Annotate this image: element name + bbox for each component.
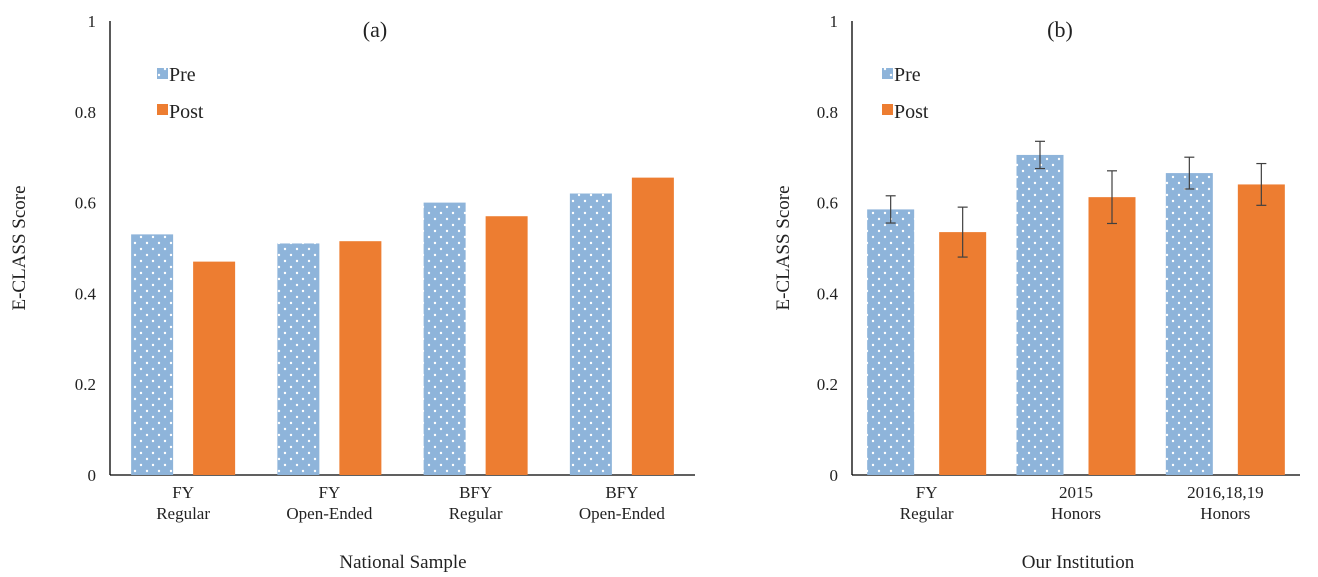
legend-swatch-pre <box>157 68 168 79</box>
category-label: FY <box>916 483 938 502</box>
bar-pre <box>277 243 320 475</box>
category-label: BFY <box>459 483 492 502</box>
y-tick-label: 0.6 <box>817 194 838 213</box>
y-axis-title: E-CLASS Score <box>9 185 30 310</box>
x-axis-title: Our Institution <box>1022 552 1135 573</box>
error-bars <box>885 140 1267 258</box>
category-label: FY <box>319 483 341 502</box>
legend: Pre Post <box>882 64 929 123</box>
category-label: Open-Ended <box>579 504 665 523</box>
y-tick-label: 0.4 <box>817 284 839 303</box>
bar-pre <box>569 193 612 475</box>
category-label: BFY <box>605 483 638 502</box>
bar-pre <box>131 234 174 475</box>
bar-post <box>485 216 528 475</box>
y-tick-labels: 0 0.2 0.4 0.6 0.8 1 <box>817 12 839 485</box>
category-label: Regular <box>900 504 954 523</box>
y-tick-label: 0.6 <box>75 194 96 213</box>
y-tick-label: 0.4 <box>75 284 97 303</box>
category-labels: FY Regular 2015 Honors 2016,18,19 Honors <box>900 483 1264 523</box>
legend-label-pre: Pre <box>169 64 196 86</box>
category-label: 2016,18,19 <box>1187 483 1264 502</box>
category-label: FY <box>172 483 194 502</box>
y-tick-label: 0.8 <box>75 103 96 122</box>
bars <box>867 154 1285 476</box>
bars <box>131 177 674 475</box>
category-labels: FY Regular FY Open-Ended BFY Regular BFY Open-E… <box>156 483 665 523</box>
chart-panel-a: (a) E-CLASS Score National Sample 0 0.2 0.… <box>9 12 695 573</box>
category-label: Open-Ended <box>286 504 372 523</box>
x-axis-title: National Sample <box>339 552 466 573</box>
y-tick-label: 0.8 <box>817 103 838 122</box>
bar-pre <box>1016 154 1064 475</box>
y-tick-label: 1 <box>830 12 839 31</box>
bar-post <box>1088 197 1136 476</box>
bar-post <box>193 261 236 475</box>
legend-swatch-post <box>157 104 168 115</box>
bar-post <box>631 177 674 475</box>
legend-label-post: Post <box>169 101 204 123</box>
bar-post <box>339 241 382 475</box>
bar-pre <box>1165 173 1213 475</box>
legend: Pre Post <box>157 64 204 123</box>
legend-label-pre: Pre <box>894 64 921 86</box>
category-label: Honors <box>1051 504 1101 523</box>
category-label: Regular <box>156 504 210 523</box>
bar-post <box>939 232 987 475</box>
category-label: Honors <box>1200 504 1250 523</box>
bar-pre <box>867 209 915 475</box>
y-axis-title: E-CLASS Score <box>773 185 794 310</box>
y-tick-label: 0 <box>88 466 97 485</box>
chart-panel-b: (b) E-CLASS Score Our Institution 0 0.2 0.… <box>773 12 1300 573</box>
legend-swatch-pre <box>882 68 893 79</box>
bar-post <box>1237 184 1285 475</box>
chart-title: (a) <box>363 17 387 42</box>
y-tick-label: 0 <box>830 466 839 485</box>
chart-title: (b) <box>1047 17 1073 42</box>
legend-swatch-post <box>882 104 893 115</box>
y-tick-label: 1 <box>88 12 97 31</box>
legend-label-post: Post <box>894 101 929 123</box>
y-tick-label: 0.2 <box>75 375 96 394</box>
category-label: Regular <box>449 504 503 523</box>
y-tick-label: 0.2 <box>817 375 838 394</box>
y-tick-labels: 0 0.2 0.4 0.6 0.8 1 <box>75 12 97 485</box>
bar-pre <box>423 202 466 475</box>
category-label: 2015 <box>1059 483 1093 502</box>
